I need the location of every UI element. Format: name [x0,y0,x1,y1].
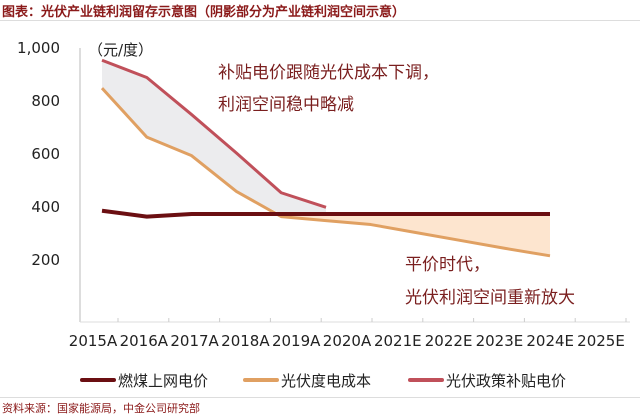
annotation-subsidy-1: 补贴电价跟随光伏成本下调， [218,63,439,83]
x-tick-label: 2017A [170,332,219,350]
divider [0,20,640,21]
x-tick-label: 2019A [272,332,321,350]
y-tick-label: 800 [31,92,60,110]
divider [0,397,640,398]
x-tick-label: 2022E [425,332,473,350]
chart: 1,000 800 600 400 200 2015A 2016A 2017A 2018A 201… [17,39,630,390]
annotation-parity-1: 平价时代， [405,255,490,275]
y-tick-label: 600 [31,145,60,163]
source-note: 资料来源：国家能源局，中金公司研究部 [2,402,200,415]
y-tick-label: 1,000 [17,39,60,57]
series-line-2 [101,58,327,209]
subsidy-profit-band [102,60,326,214]
parity-profit-band [281,213,550,256]
annotation-parity-2: 光伏利润空间重新放大 [405,288,575,308]
unit-label: （元/度） [88,41,153,59]
annotation-subsidy-2: 利润空间稳中略减 [218,95,354,115]
x-tick-label: 2018A [221,332,270,350]
x-tick-label: 2016A [120,332,169,350]
legend-label: 燃煤上网电价 [118,372,208,390]
x-tick-label: 2020A [323,332,372,350]
x-tick-label: 2024E [526,332,574,350]
x-tick-label: 2015A [69,332,118,350]
x-tick-label: 2021E [374,332,422,350]
y-tick-label: 400 [31,198,60,216]
x-tick-label: 2025E [577,332,625,350]
legend-label: 光伏政策补贴电价 [446,372,566,390]
y-tick-label: 200 [31,251,60,269]
legend-label: 光伏度电成本 [281,372,371,390]
chart-title: 图表：光伏产业链利润留存示意图（阴影部分为产业链利润空间示意） [2,5,406,20]
x-tick-label: 2023E [476,332,524,350]
